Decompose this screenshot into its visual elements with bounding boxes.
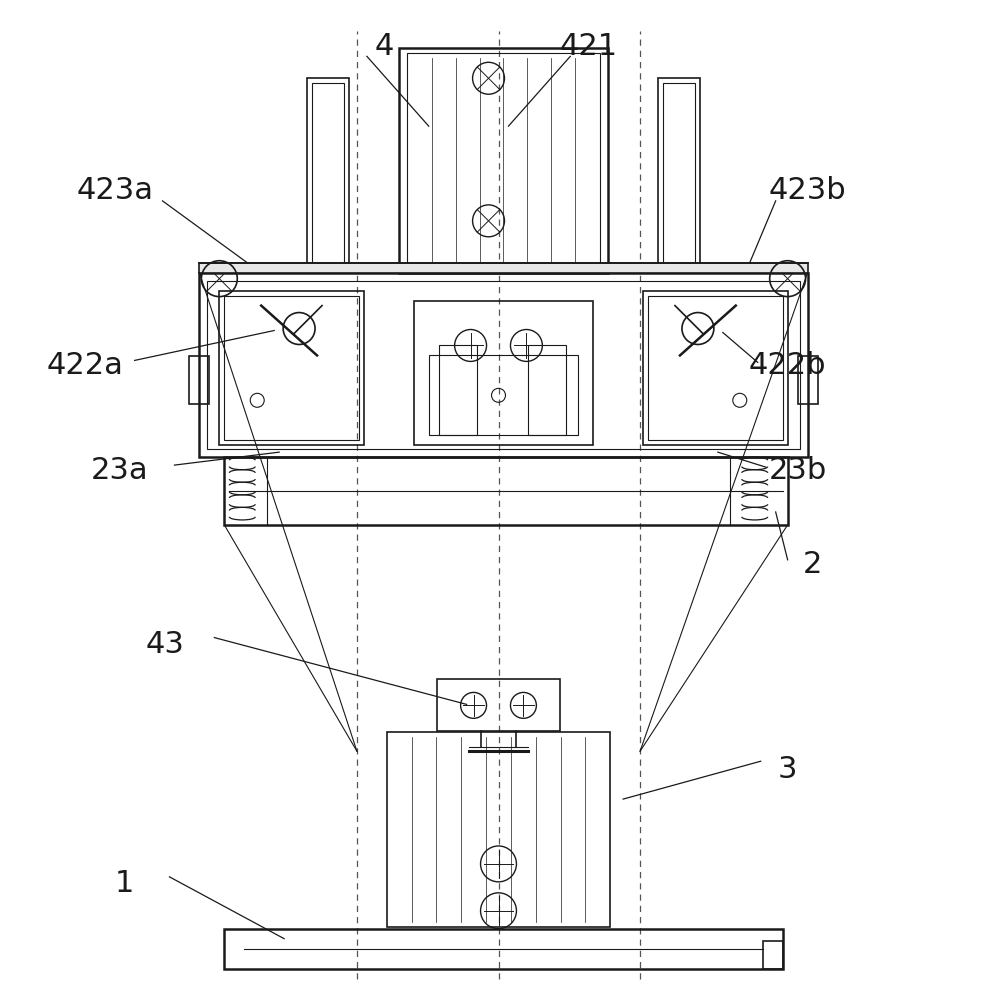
Text: 3: 3 xyxy=(778,755,798,784)
Text: 421: 421 xyxy=(559,32,617,61)
Text: 23a: 23a xyxy=(91,456,149,485)
Bar xyxy=(207,281,800,449)
Bar xyxy=(643,291,788,445)
Bar xyxy=(648,296,783,440)
Text: 4: 4 xyxy=(374,32,394,61)
Bar xyxy=(528,345,566,435)
Text: 43: 43 xyxy=(146,630,183,659)
Bar xyxy=(399,48,608,273)
Bar xyxy=(224,929,783,969)
Bar xyxy=(307,78,349,273)
Bar xyxy=(199,263,808,273)
Bar xyxy=(189,356,209,404)
Bar xyxy=(224,296,359,440)
Text: 2: 2 xyxy=(803,550,823,579)
Bar xyxy=(663,83,695,268)
Text: 1: 1 xyxy=(115,869,135,898)
Bar xyxy=(763,941,783,969)
Text: 422a: 422a xyxy=(46,351,124,380)
Text: 23b: 23b xyxy=(769,456,827,485)
Text: 423a: 423a xyxy=(76,176,154,205)
Bar xyxy=(429,355,578,435)
Bar xyxy=(414,301,593,445)
Bar xyxy=(224,457,788,525)
Bar xyxy=(312,83,344,268)
Bar xyxy=(437,679,560,731)
Bar xyxy=(219,291,364,445)
Bar xyxy=(439,345,477,435)
Bar xyxy=(658,78,700,273)
Text: 423b: 423b xyxy=(769,176,846,205)
Bar xyxy=(199,273,808,457)
Bar xyxy=(407,53,600,268)
Bar xyxy=(798,356,818,404)
Bar xyxy=(387,732,610,927)
Text: 422b: 422b xyxy=(749,351,827,380)
